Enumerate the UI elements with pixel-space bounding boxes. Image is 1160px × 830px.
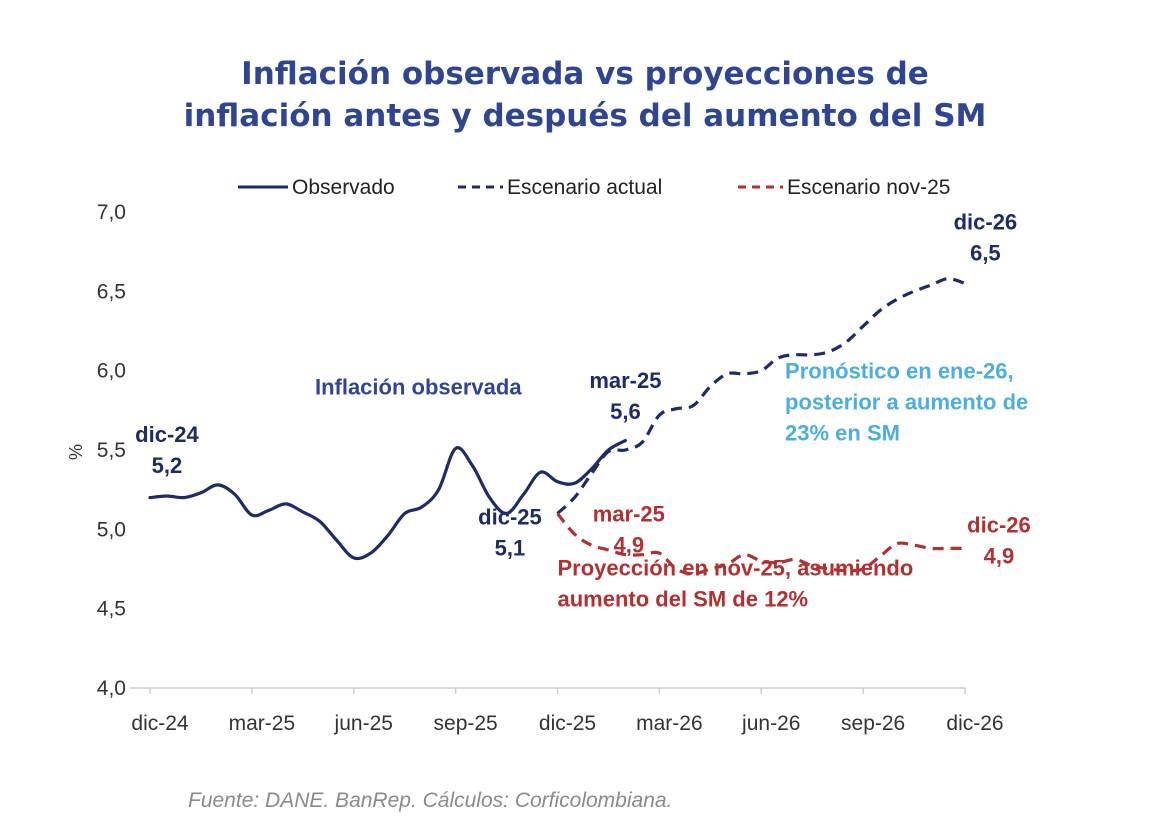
annotation-mar-25: mar-25 5,6 bbox=[589, 368, 661, 424]
y-tick-label: 7,0 bbox=[97, 201, 126, 224]
annotation-mar-25: mar-25 4,9 bbox=[593, 501, 665, 557]
y-tick-label: 4,5 bbox=[97, 598, 126, 621]
annotation-line: 4,9 bbox=[614, 532, 645, 557]
y-tick-label: 4,0 bbox=[97, 677, 126, 700]
x-tick-label: dic-25 bbox=[539, 712, 596, 735]
y-tick-label: 5,0 bbox=[97, 518, 126, 541]
annotation-line: 4,9 bbox=[984, 544, 1015, 569]
x-axis-ticks: dic-24 mar-25 jun-25 sep-25 dic-25 mar-26 jun-… bbox=[131, 688, 1004, 735]
annotation-line: 6,5 bbox=[970, 240, 1001, 265]
x-tick-label: mar-25 bbox=[229, 712, 296, 735]
series-line-escenario-actual bbox=[556, 277, 966, 515]
x-tick-label: jun-26 bbox=[741, 712, 800, 735]
source-note: Fuente: DANE. BanRep. Cálculos: Corficol… bbox=[188, 789, 672, 812]
legend: Observado Escenario actual Escenario nov… bbox=[238, 176, 950, 199]
annotation-line: dic-26 bbox=[954, 209, 1018, 234]
annotation-line: 5,1 bbox=[495, 536, 526, 561]
legend-label-observado: Observado bbox=[292, 176, 395, 199]
annotation-dic-24: dic-24 5,2 bbox=[135, 422, 199, 478]
annotation-dic-26: dic-26 6,5 bbox=[954, 209, 1018, 265]
annotation-line: Proyección en nov-25, asumiendo bbox=[558, 555, 914, 580]
annotation-line: Pronóstico en ene-26, bbox=[785, 359, 1014, 384]
annotation-line: dic-26 bbox=[967, 513, 1031, 538]
annotation-dic-25: dic-25 5,1 bbox=[478, 505, 542, 561]
chart-title-line-1: Inflación observada vs proyecciones de bbox=[241, 56, 929, 92]
legend-label-escenario-actual: Escenario actual bbox=[507, 176, 662, 199]
annotation-pronostico-en-ene-26: Pronóstico en ene-26, posterior a aumento… bbox=[785, 359, 1028, 446]
y-axis-label: % bbox=[66, 444, 86, 460]
x-tick-label: mar-26 bbox=[636, 712, 703, 735]
annotation-line: posterior a aumento de bbox=[785, 390, 1028, 415]
x-tick-label: dic-24 bbox=[131, 712, 189, 735]
annotation-proyeccion-en-nov-25-asumiendo: Proyección en nov-25, asumiendo aumento d… bbox=[558, 555, 914, 611]
chart-title-line-2: inflación antes y después del aumento de… bbox=[184, 98, 987, 134]
annotations: dic-24 5,2 Inflación observada mar-25 5,6 dic… bbox=[135, 209, 1031, 611]
x-tick-label: sep-26 bbox=[841, 712, 905, 735]
annotation-line: Inflación observada bbox=[315, 374, 522, 399]
annotation-line: aumento del SM de 12% bbox=[558, 586, 809, 611]
x-tick-label: sep-25 bbox=[434, 712, 498, 735]
annotation-line: mar-25 bbox=[589, 368, 661, 393]
x-tick-label: jun-25 bbox=[334, 712, 393, 735]
y-tick-label: 6,5 bbox=[97, 280, 126, 303]
y-tick-label: 6,0 bbox=[97, 360, 126, 383]
annotation-line: 5,2 bbox=[152, 453, 183, 478]
y-axis-ticks: 7,0 6,5 6,0 5,5 5,0 4,5 4,0 bbox=[97, 201, 126, 700]
annotation-inflacion-observada: Inflación observada bbox=[315, 374, 522, 399]
annotation-line: dic-24 bbox=[135, 422, 199, 447]
series-line-escenario-nov-25 bbox=[556, 512, 965, 576]
annotation-line: dic-25 bbox=[478, 505, 542, 530]
annotation-dic-26: dic-26 4,9 bbox=[967, 513, 1031, 569]
annotation-line: 23% en SM bbox=[785, 421, 900, 446]
legend-label-escenario-nov25: Escenario nov-25 bbox=[787, 176, 950, 199]
y-tick-label: 5,5 bbox=[97, 439, 126, 462]
annotation-line: mar-25 bbox=[593, 501, 665, 526]
x-tick-label: dic-26 bbox=[946, 712, 1003, 735]
series-lines bbox=[148, 277, 966, 576]
annotation-line: 5,6 bbox=[610, 399, 641, 424]
series-line-observado bbox=[148, 438, 627, 561]
